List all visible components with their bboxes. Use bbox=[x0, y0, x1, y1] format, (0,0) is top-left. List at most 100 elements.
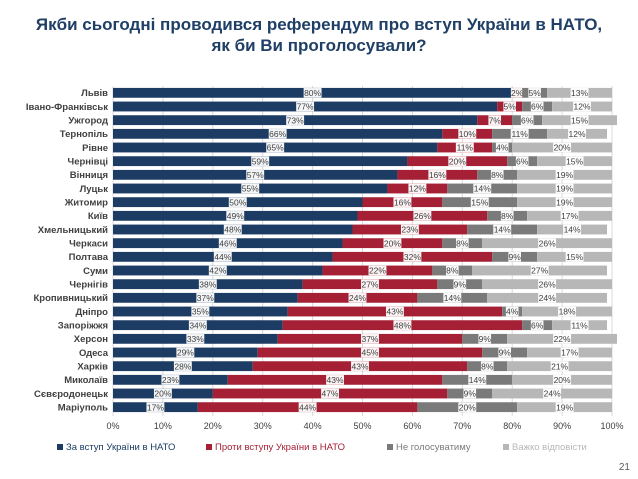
data-label: 44% bbox=[214, 252, 231, 262]
data-label: 33% bbox=[187, 334, 204, 344]
data-label: 9% bbox=[464, 389, 477, 399]
data-label: 55% bbox=[242, 184, 259, 194]
data-label-background bbox=[500, 211, 514, 221]
data-label: 19% bbox=[556, 402, 573, 412]
data-label: 6% bbox=[531, 102, 544, 112]
data-label: 12% bbox=[569, 129, 586, 139]
x-tick-label: 60% bbox=[403, 421, 421, 431]
data-label: 37% bbox=[361, 334, 378, 344]
data-label: 35% bbox=[192, 307, 209, 317]
data-label: 11% bbox=[571, 320, 588, 330]
data-label-background bbox=[488, 115, 502, 125]
data-label: 50% bbox=[229, 197, 246, 207]
legend-swatch bbox=[503, 444, 509, 450]
x-tick-label: 20% bbox=[204, 421, 222, 431]
data-label: 21% bbox=[551, 361, 568, 371]
data-label: 45% bbox=[361, 348, 378, 358]
category-label: Ужгород bbox=[68, 115, 108, 126]
category-label: Запоріжжя bbox=[58, 320, 108, 331]
data-label: 8% bbox=[456, 238, 469, 248]
data-label: 9% bbox=[479, 334, 492, 344]
data-label: 12% bbox=[574, 102, 591, 112]
data-label-background bbox=[565, 156, 584, 166]
data-label-background bbox=[186, 334, 205, 344]
category-label: Дніпро bbox=[76, 307, 109, 318]
data-label-background bbox=[470, 197, 489, 207]
data-label: 43% bbox=[351, 361, 368, 371]
data-label: 14% bbox=[494, 225, 511, 235]
data-label-background bbox=[188, 320, 207, 330]
legend-swatch bbox=[387, 444, 393, 450]
data-label: 57% bbox=[247, 170, 264, 180]
data-label-background bbox=[570, 320, 589, 330]
data-label: 23% bbox=[401, 225, 418, 235]
data-label-background bbox=[473, 183, 492, 194]
data-label-background bbox=[361, 347, 379, 358]
chart-title: Якби сьогодні проводився референдум про … bbox=[0, 14, 638, 56]
data-label-background bbox=[213, 252, 232, 262]
data-label: 20% bbox=[554, 375, 571, 385]
data-label-background bbox=[463, 388, 477, 399]
data-label-background bbox=[565, 252, 584, 262]
data-label-background bbox=[383, 238, 402, 248]
data-label: 10% bbox=[459, 129, 476, 139]
chart-title-line-2: як би Ви проголосували? bbox=[211, 36, 427, 55]
category-label: Київ bbox=[88, 211, 108, 222]
data-label: 66% bbox=[269, 129, 286, 139]
data-label: 15% bbox=[566, 156, 583, 166]
data-label-background bbox=[326, 375, 345, 385]
data-label-background bbox=[510, 129, 529, 139]
data-label: 42% bbox=[209, 266, 226, 276]
data-label-background bbox=[368, 265, 387, 276]
data-label-background bbox=[456, 238, 469, 248]
data-label: 20% bbox=[459, 402, 476, 412]
data-label: 14% bbox=[564, 225, 581, 235]
data-label: 20% bbox=[154, 389, 171, 399]
data-label-background bbox=[543, 388, 562, 399]
data-label: 22% bbox=[554, 334, 571, 344]
data-label-background bbox=[555, 402, 574, 412]
data-label: 6% bbox=[521, 115, 534, 125]
data-label-background bbox=[413, 211, 432, 221]
legend-label: За вступ України в НАТО bbox=[66, 442, 175, 453]
data-label: 46% bbox=[219, 238, 236, 248]
data-label: 38% bbox=[199, 279, 216, 289]
data-label-background bbox=[408, 183, 427, 194]
data-label: 16% bbox=[429, 170, 446, 180]
data-label: 48% bbox=[224, 225, 241, 235]
data-label-background bbox=[403, 252, 422, 262]
legend-swatch bbox=[206, 444, 212, 450]
data-label-background bbox=[553, 142, 572, 153]
category-label: Кропивницький bbox=[33, 293, 108, 304]
data-label-background bbox=[198, 279, 217, 289]
data-label-background bbox=[246, 170, 265, 180]
data-label-background bbox=[351, 361, 369, 371]
x-tick-label: 90% bbox=[553, 421, 571, 431]
data-label: 44% bbox=[299, 402, 316, 412]
data-label-background bbox=[161, 375, 180, 385]
data-label: 18% bbox=[559, 307, 576, 317]
data-label: 26% bbox=[539, 238, 556, 248]
data-label-background bbox=[458, 402, 477, 412]
data-label-background bbox=[153, 388, 172, 399]
data-label: 77% bbox=[297, 102, 314, 112]
data-label: 17% bbox=[561, 211, 578, 221]
data-label: 27% bbox=[361, 279, 378, 289]
category-label: Рівне bbox=[82, 143, 108, 154]
category-label: Житомир bbox=[64, 197, 108, 208]
category-label: Хмельницький bbox=[38, 225, 108, 236]
category-label: Одеса bbox=[79, 348, 109, 359]
category-label: Луцьк bbox=[80, 184, 109, 195]
data-label-background bbox=[498, 347, 512, 358]
data-label-background bbox=[538, 279, 557, 289]
category-label: Сєвєродонецьк bbox=[34, 389, 108, 400]
data-label: 27% bbox=[531, 266, 548, 276]
data-label: 48% bbox=[394, 320, 411, 330]
data-label-background bbox=[196, 293, 215, 303]
data-label: 14% bbox=[444, 293, 461, 303]
x-tick-label: 30% bbox=[254, 421, 272, 431]
data-label: 24% bbox=[349, 293, 366, 303]
data-label-background bbox=[520, 115, 534, 125]
data-label-background bbox=[458, 129, 477, 139]
data-label-background bbox=[558, 306, 577, 317]
